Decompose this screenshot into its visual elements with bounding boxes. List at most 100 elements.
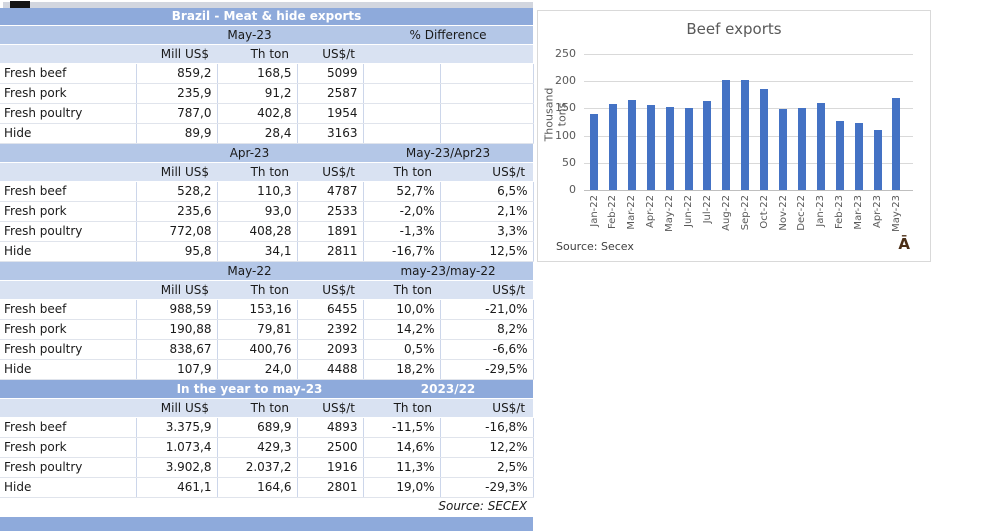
column-header: Th ton [363, 162, 440, 182]
column-header-row: Mill US$ Th ton US$/t Th ton US$/t [0, 162, 534, 182]
value-cell: 153,16 [217, 299, 298, 320]
row-label: Hide [0, 123, 137, 144]
table-row: Fresh pork 190,88 79,81 2392 14,2% 8,2% [0, 319, 534, 340]
section-diff-label: 2023/22 [363, 379, 534, 399]
column-header: Th ton [217, 398, 297, 418]
bar-Nov-22 [779, 109, 787, 190]
row-label: Fresh beef [0, 417, 137, 438]
cell-cursor-mark [10, 1, 30, 9]
value-cell: 6,5% [440, 181, 534, 202]
value-cell: 2.037,2 [217, 457, 298, 478]
column-header [363, 44, 440, 64]
chart-title: Beef exports [686, 20, 782, 38]
column-header: Mill US$ [136, 398, 217, 418]
column-header: US$/t [297, 398, 363, 418]
column-header: Th ton [363, 280, 440, 300]
empty-cell [0, 162, 136, 182]
bar-Dec-22 [797, 107, 806, 190]
value-cell: 4787 [297, 181, 364, 202]
table-row: Hide 95,8 34,1 2811 -16,7% 12,5% [0, 241, 534, 262]
value-cell: 11,3% [363, 457, 441, 478]
x-axis-label: Mar-22 [626, 195, 638, 230]
value-cell: 408,28 [217, 221, 298, 242]
x-axis-label: May-23 [890, 195, 902, 232]
empty-cell [0, 398, 136, 418]
x-axis-label: Sep-22 [739, 195, 751, 231]
value-cell: 1954 [297, 103, 364, 124]
column-header: Th ton [363, 398, 440, 418]
value-cell: 34,1 [217, 241, 298, 262]
value-cell: 52,7% [363, 181, 441, 202]
section-period-label: Apr-23 [136, 143, 363, 163]
value-cell: 402,8 [217, 103, 298, 124]
section-diff-label: may-23/may-22 [363, 261, 534, 281]
column-header: Th ton [217, 162, 297, 182]
x-axis-label: Apr-22 [645, 195, 657, 228]
value-cell: 1.073,4 [136, 437, 218, 458]
value-cell [440, 83, 534, 104]
value-cell: 18,2% [363, 359, 441, 380]
value-cell: 3.902,8 [136, 457, 218, 478]
value-cell: 0,5% [363, 339, 441, 360]
bar-Jun-22 [684, 108, 693, 190]
value-cell: 787,0 [136, 103, 218, 124]
value-cell: 3.375,9 [136, 417, 218, 438]
top-strip [3, 2, 533, 8]
value-cell: 429,3 [217, 437, 298, 458]
value-cell: 5099 [297, 63, 364, 84]
bar-Aug-22 [722, 79, 731, 190]
table-row: Fresh beef 988,59 153,16 6455 10,0% -21,0% [0, 299, 534, 320]
row-label: Fresh poultry [0, 221, 137, 242]
column-header-row: Mill US$ Th ton US$/t Th ton US$/t [0, 280, 534, 300]
value-cell: 164,6 [217, 477, 298, 498]
section-header-row: Apr-23 May-23/Apr23 [0, 143, 534, 163]
value-cell: 95,8 [136, 241, 218, 262]
section-period-label: May-22 [136, 261, 363, 281]
beef-exports-chart: Beef exports Thousand tons 0 50 100 150 200 2… [537, 10, 931, 262]
value-cell: -2,0% [363, 201, 441, 222]
x-axis-label: May-22 [664, 195, 676, 232]
row-label: Fresh poultry [0, 339, 137, 360]
table-row: Fresh poultry 772,08 408,28 1891 -1,3% 3,3% [0, 221, 534, 242]
row-label: Fresh pork [0, 437, 137, 458]
column-header [440, 44, 534, 64]
chart-source: Source: Secex [556, 240, 634, 253]
exports-table: Brazil - Meat & hide exports May-23 % Di… [0, 8, 534, 515]
value-cell: -11,5% [363, 417, 441, 438]
value-cell: 4488 [297, 359, 364, 380]
row-label: Hide [0, 241, 137, 262]
bar-Jan-23 [816, 103, 825, 190]
table-row: Fresh poultry 838,67 400,76 2093 0,5% -6,6% [0, 339, 534, 360]
value-cell [363, 103, 441, 124]
section-header-row: In the year to may-23 2023/22 [0, 379, 534, 399]
y-tick-label: 0 [569, 183, 576, 196]
bar-May-23 [892, 98, 901, 190]
row-label: Fresh beef [0, 181, 137, 202]
table-row: Fresh poultry 3.902,8 2.037,2 1916 11,3% 2,5% [0, 457, 534, 478]
bar-Apr-23 [873, 130, 882, 190]
empty-cell [0, 25, 136, 45]
value-cell: 1891 [297, 221, 364, 242]
bar-Feb-22 [608, 103, 617, 190]
bottom-strip [0, 517, 533, 531]
value-cell: 528,2 [136, 181, 218, 202]
empty-cell [0, 44, 136, 64]
value-cell: 2587 [297, 83, 364, 104]
value-cell [440, 103, 534, 124]
value-cell: 772,08 [136, 221, 218, 242]
column-header: Mill US$ [136, 44, 217, 64]
value-cell: -16,8% [440, 417, 534, 438]
column-header: Th ton [217, 44, 297, 64]
value-cell: -1,3% [363, 221, 441, 242]
column-header: US$/t [297, 44, 363, 64]
value-cell [440, 123, 534, 144]
value-cell: 859,2 [136, 63, 218, 84]
value-cell: -6,6% [440, 339, 534, 360]
bar-Jul-22 [703, 101, 712, 190]
section-period-label: In the year to may-23 [136, 379, 363, 399]
section-period-label: May-23 [136, 25, 363, 45]
section-header-row: May-22 may-23/may-22 [0, 261, 534, 281]
bar-Sep-22 [741, 79, 750, 190]
value-cell: 235,6 [136, 201, 218, 222]
table-row: Fresh poultry 787,0 402,8 1954 [0, 103, 534, 124]
